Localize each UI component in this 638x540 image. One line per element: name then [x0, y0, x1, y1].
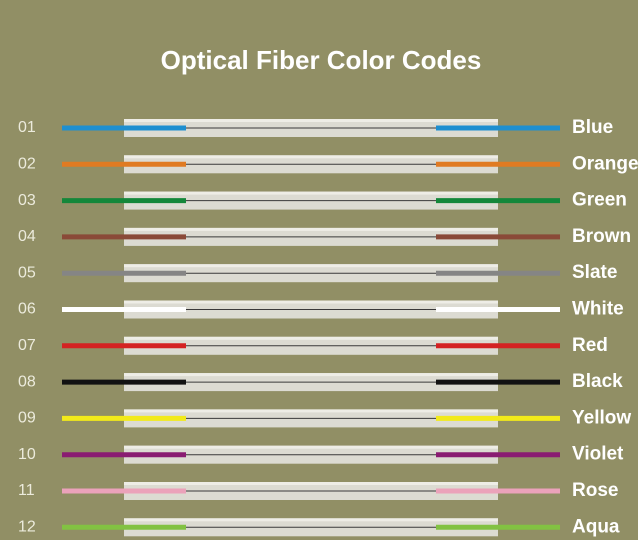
fiber-name: Black: [572, 371, 623, 392]
sleeve-highlight: [124, 227, 498, 231]
sleeve-highlight: [124, 482, 498, 485]
fiber-name: White: [572, 299, 624, 320]
sleeve-highlight: [124, 191, 498, 195]
fiber-number: 06: [18, 301, 36, 318]
fiber-number: 03: [18, 192, 36, 209]
sleeve-highlight: [124, 300, 498, 304]
fiber-name: Orange: [572, 153, 638, 174]
fiber-name: Violet: [572, 444, 624, 465]
fiber-name: Slate: [572, 262, 617, 283]
fiber-number: 09: [18, 410, 36, 427]
fiber-number: 04: [18, 228, 36, 245]
sleeve-highlight: [124, 518, 498, 522]
sleeve-highlight: [124, 155, 498, 159]
sleeve-highlight: [124, 119, 498, 122]
sleeve-highlight: [124, 445, 498, 449]
fiber-name: Green: [572, 190, 627, 211]
sleeve-highlight: [124, 373, 498, 377]
fiber-name: Rose: [572, 480, 618, 501]
fiber-number: 01: [18, 119, 36, 136]
sleeve-highlight: [124, 336, 498, 340]
fiber-name: Blue: [572, 117, 613, 138]
fiber-number: 10: [18, 446, 36, 463]
fiber-number: 02: [18, 156, 36, 173]
fiber-name: Yellow: [572, 407, 631, 428]
fiber-name: Red: [572, 335, 608, 356]
fiber-number: 07: [18, 337, 36, 354]
fiber-number: 05: [18, 264, 36, 281]
title: Optical Fiber Color Codes: [161, 45, 482, 75]
fiber-rows: 01 Blue 02 Orange 03 Green 04 Brown 05 Slate 06 Whi…: [18, 117, 638, 537]
fiber-name: Brown: [572, 226, 631, 247]
sleeve-highlight: [124, 409, 498, 413]
fiber-number: 08: [18, 373, 36, 390]
fiber-number: 12: [18, 519, 36, 536]
fiber-name: Aqua: [572, 516, 620, 537]
fiber-number: 11: [18, 482, 35, 499]
sleeve-highlight: [124, 264, 498, 268]
